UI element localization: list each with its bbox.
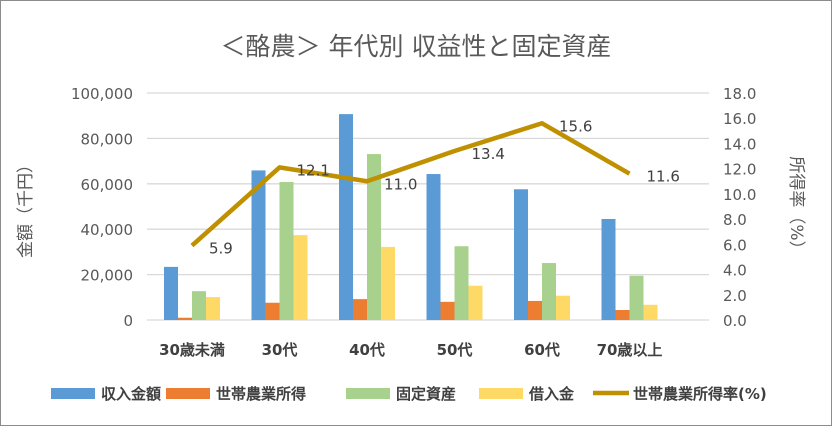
line-series: [190, 121, 631, 248]
legend-swatch: [479, 388, 523, 399]
y2-tick-label: 8.0: [723, 211, 747, 229]
bar-世帯農業所得: [440, 301, 455, 320]
bar-世帯農業所得: [615, 310, 630, 320]
x-tick-label: 30代: [262, 341, 298, 359]
bar-世帯農業所得: [178, 317, 192, 320]
bar-世帯農業所得: [265, 302, 280, 320]
data-label: 11.6: [647, 168, 680, 186]
y-axis-label: 金額（千円）: [16, 156, 36, 258]
data-label: 11.0: [384, 175, 417, 193]
bar-借入金: [206, 297, 220, 320]
bar-収入金額: [164, 266, 178, 320]
x-tick-label: 60代: [524, 341, 560, 359]
y2-tick-label: 6.0: [723, 236, 747, 254]
legend-swatch: [166, 388, 210, 399]
y-tick-label: 20,000: [81, 267, 134, 285]
bar-固定資産: [367, 154, 381, 320]
legend-label: 収入金額: [101, 385, 161, 403]
data-label: 13.4: [472, 145, 505, 163]
x-tick-label: 30歳未満: [159, 341, 225, 359]
data-label: 15.6: [559, 117, 592, 135]
y2-tick-label: 12.0: [723, 161, 756, 179]
y2-tick-label: 18.0: [723, 85, 756, 103]
x-tick-label: 70歳以上: [597, 341, 663, 359]
bar-固定資産: [279, 181, 294, 320]
bar-借入金: [556, 295, 570, 320]
bar-収入金額: [426, 174, 441, 320]
legend-label: 借入金: [528, 385, 575, 403]
bar-収入金額: [251, 170, 266, 320]
legend-label: 固定資産: [396, 385, 456, 403]
bar-固定資産: [542, 263, 556, 320]
bar-収入金額: [601, 218, 616, 320]
y2-tick-label: 14.0: [723, 135, 756, 153]
data-label: 5.9: [209, 240, 233, 258]
y-tick-label: 60,000: [81, 176, 134, 194]
x-tick-label: 50代: [437, 341, 473, 359]
bar-世帯農業所得: [528, 300, 542, 320]
bar-固定資産: [629, 275, 644, 320]
y2-tick-label: 10.0: [723, 186, 756, 204]
legend-label: 世帯農業所得率(%): [633, 385, 767, 403]
legend-swatch: [346, 388, 390, 399]
y2-tick-label: 0.0: [723, 312, 747, 330]
bar-借入金: [643, 304, 658, 320]
bar-固定資産: [192, 291, 206, 320]
bar-収入金額: [339, 114, 353, 321]
legend-swatch: [51, 388, 95, 399]
legend-label: 世帯農業所得: [216, 385, 306, 403]
y-tick-label: 40,000: [81, 221, 134, 239]
x-tick-label: 40代: [349, 341, 385, 359]
y2-axis-label: 所得率（%）: [786, 156, 806, 257]
bar-固定資産: [454, 246, 469, 320]
y2-tick-label: 16.0: [723, 110, 756, 128]
bar-世帯農業所得: [353, 299, 367, 320]
bar-借入金: [381, 246, 395, 320]
data-label: 12.1: [297, 161, 330, 179]
y2-tick-label: 2.0: [723, 287, 747, 305]
y-tick-label: 0: [123, 312, 133, 330]
chart-title: ＜酪農＞ 年代別 収益性と固定資産: [221, 32, 612, 61]
y-tick-label: 100,000: [71, 85, 133, 103]
bar-収入金額: [514, 189, 528, 320]
y-tick-label: 80,000: [81, 130, 134, 148]
bar-借入金: [468, 285, 483, 320]
bar-借入金: [293, 235, 308, 320]
y2-tick-label: 4.0: [723, 262, 747, 280]
